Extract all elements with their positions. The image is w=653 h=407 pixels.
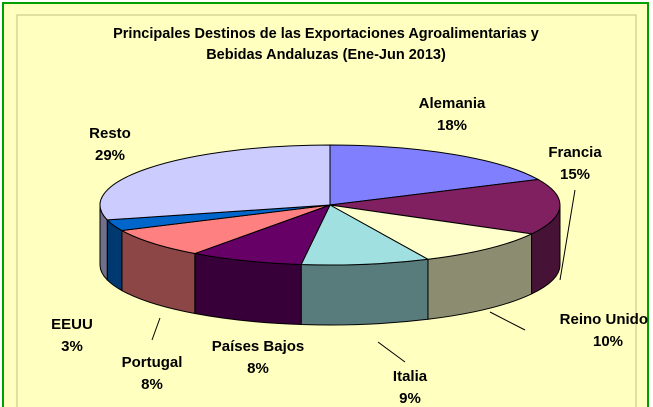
slice-label: Portugal xyxy=(122,354,183,371)
pie-slice xyxy=(192,204,331,266)
pie-slice-side xyxy=(106,218,123,292)
pie-slice-side xyxy=(300,258,429,326)
pie-slice xyxy=(329,204,534,260)
slice-label: EEUU xyxy=(51,316,93,333)
pie-slice xyxy=(300,204,430,266)
leader-line xyxy=(151,317,161,341)
slice-label: Reino Unido xyxy=(560,311,648,328)
value-label: 8% xyxy=(141,376,163,393)
chart-title: Principales Destinos de las Exportacione… xyxy=(113,26,539,63)
pie-slice xyxy=(120,204,331,255)
leader-line xyxy=(559,189,576,281)
slice-label: Italia xyxy=(393,368,428,385)
value-label: 3% xyxy=(61,338,83,355)
leader-line xyxy=(377,341,406,363)
slice-label: Países Bajos xyxy=(212,338,305,355)
value-label: 29% xyxy=(95,147,125,164)
pie-slice xyxy=(329,144,540,206)
slice-label: Resto xyxy=(89,125,131,142)
slice-label: Francia xyxy=(548,144,602,161)
leader-line xyxy=(489,311,526,331)
value-label: 15% xyxy=(560,166,590,183)
value-label: 18% xyxy=(437,117,467,134)
pie-slice xyxy=(99,144,331,221)
pie-slice xyxy=(329,178,561,235)
value-label: 10% xyxy=(593,333,623,350)
value-label: 9% xyxy=(399,390,421,407)
slice-label: Alemania xyxy=(419,95,486,112)
value-label: 8% xyxy=(247,360,269,377)
